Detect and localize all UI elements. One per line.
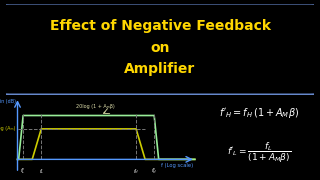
Text: 20log (Aₘ): 20log (Aₘ)	[0, 126, 16, 131]
Text: $f_H'$: $f_H'$	[151, 167, 157, 176]
Text: Effect of Negative Feedback
on
Amplifier: Effect of Negative Feedback on Amplifier	[50, 19, 270, 76]
Text: $f_L'$: $f_L'$	[20, 167, 26, 176]
Text: Gain (dB): Gain (dB)	[0, 99, 16, 104]
Text: f (Log scale): f (Log scale)	[161, 163, 193, 168]
Text: 20log (1 + Aₘβ): 20log (1 + Aₘβ)	[76, 104, 115, 109]
FancyBboxPatch shape	[0, 4, 320, 94]
Text: $f_L$: $f_L$	[38, 167, 44, 176]
Text: $f'_H = f_H\,(1 + A_M\beta)$: $f'_H = f_H\,(1 + A_M\beta)$	[219, 106, 299, 120]
Text: $f_H$: $f_H$	[133, 167, 139, 176]
Text: $f'_L = \dfrac{f_L}{(1 + A_M\beta)}$: $f'_L = \dfrac{f_L}{(1 + A_M\beta)}$	[227, 140, 291, 165]
